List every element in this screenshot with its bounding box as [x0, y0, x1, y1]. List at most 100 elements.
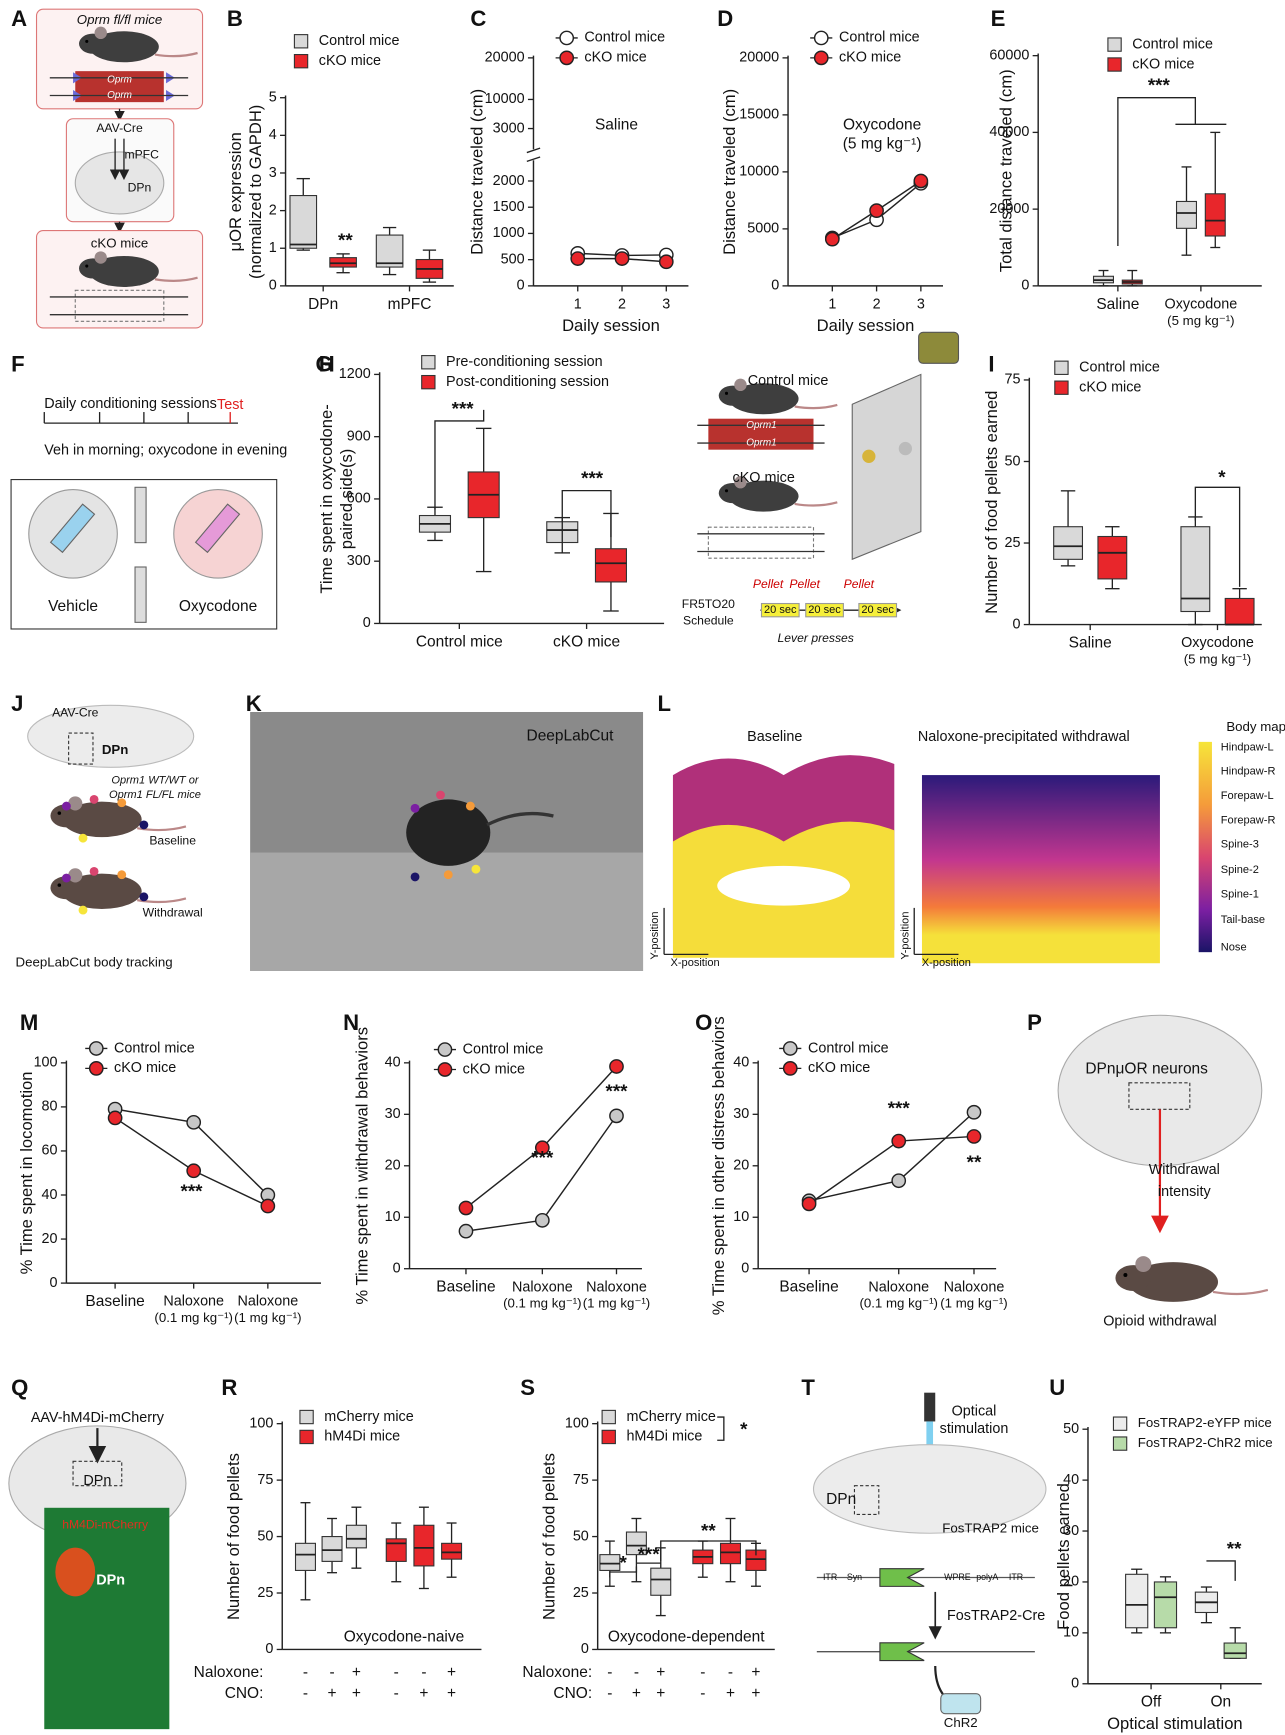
x-tick-label: mPFC [388, 296, 432, 313]
y-tick-label: 500 [501, 251, 525, 267]
diagram-label: Veh in morning; oxycodone in evening [44, 443, 287, 459]
annotation: Oxycodone-dependent [608, 1628, 765, 1645]
x-tick-label: (5 mg kg⁻¹) [1184, 651, 1251, 666]
panel-label: N [343, 1010, 359, 1035]
row-label: Naloxone: [194, 1664, 264, 1681]
box [599, 1554, 621, 1571]
mouse-eye [57, 883, 62, 887]
box [1175, 200, 1198, 229]
shape [44, 1507, 170, 1730]
diagram-label: Syn [847, 1572, 862, 1582]
x-tick-label: (0.1 mg kg⁻¹) [859, 1296, 938, 1311]
box [375, 234, 404, 268]
legend-marker [437, 1062, 453, 1077]
legend-label: cKO mice [1079, 379, 1141, 395]
diagram-label: 20 sec [808, 604, 841, 616]
legend-label: cKO mice [584, 50, 646, 66]
box [345, 1524, 367, 1549]
legend-marker [299, 1429, 314, 1445]
annotation: Oxycodone [843, 116, 921, 133]
data-point [891, 1173, 907, 1189]
diagram-label: cKO mice [91, 235, 149, 250]
panel-label: F [11, 351, 25, 376]
y-tick-label: 10 [733, 1209, 749, 1225]
row-label: Naloxone: [522, 1664, 592, 1681]
shape [708, 418, 814, 450]
data-point [966, 1129, 982, 1144]
legend-marker [601, 1409, 616, 1425]
data-point [658, 254, 674, 270]
row-value: - [634, 1664, 639, 1681]
row-value: - [700, 1685, 705, 1702]
y-tick-label: 3000 [493, 120, 525, 136]
x-tick-label: Saline [1096, 296, 1139, 313]
legend-label: hM4Di mice [324, 1429, 400, 1445]
y-tick-label: 20000 [739, 50, 779, 66]
y-tick-label: 20 [42, 1231, 58, 1247]
row-value: + [751, 1664, 760, 1681]
diagram-label: Naloxone-precipitated withdrawal [918, 729, 1130, 745]
data-point [458, 1223, 474, 1239]
shape [858, 602, 898, 618]
panel-label: D [717, 6, 733, 31]
legend-label: cKO mice [319, 53, 381, 69]
y-tick-label: 20 [1063, 1574, 1079, 1590]
shape [436, 790, 445, 800]
row-value: + [328, 1685, 337, 1702]
shape [921, 775, 1160, 964]
diagram-label: Pellet [753, 577, 784, 591]
x-axis-label: Optical stimulation [1107, 1714, 1243, 1733]
shape [55, 1547, 96, 1597]
mouse-tail [1212, 1288, 1269, 1296]
row-value: - [303, 1664, 308, 1681]
significance-bracket [1194, 486, 1241, 587]
box [1097, 535, 1128, 580]
significance-bracket [434, 409, 485, 510]
y-tick-label: 75 [1004, 372, 1020, 388]
annotation: (5 mg kg⁻¹) [843, 135, 922, 152]
panel-label: I [988, 351, 994, 376]
legend-marker [88, 1061, 104, 1076]
x-tick-label: Saline [1069, 634, 1112, 651]
mouse-eye [1123, 1273, 1128, 1278]
y-tick-label: 3 [269, 165, 277, 181]
legend-marker [437, 1042, 453, 1057]
panel-label: M [20, 1010, 38, 1035]
y-tick-label: 75 [573, 1472, 589, 1488]
diagram-label: Hindpaw-L [1221, 741, 1274, 753]
panel-label: A [11, 6, 27, 31]
x-axis-label: Daily session [562, 316, 660, 335]
box [1204, 193, 1226, 237]
y-tick-label: 20 [733, 1158, 749, 1174]
panel-label: L [657, 691, 671, 716]
diagram-label: Nose [1221, 942, 1247, 954]
mouse-body [89, 31, 159, 63]
row-value: - [394, 1685, 399, 1702]
y-tick-label: 30 [733, 1106, 749, 1122]
legend-marker [293, 53, 309, 69]
legend-label: mCherry mice [626, 1409, 715, 1425]
box [1180, 526, 1211, 613]
significance-label: *** [638, 1543, 661, 1564]
diagram-label: DPn [83, 1473, 111, 1489]
row-value: + [656, 1685, 665, 1702]
y-tick-label: 1200 [339, 366, 371, 382]
diagram-label: Baseline [149, 834, 196, 848]
box [1125, 1573, 1149, 1629]
mouse-ear [68, 796, 83, 811]
series-line [465, 1065, 618, 1209]
mouse-tail [794, 403, 838, 410]
mouse-body [61, 801, 142, 838]
row-value: - [394, 1664, 399, 1681]
y-tick-label: 25 [573, 1585, 589, 1601]
diagram-label: 20 sec [861, 604, 894, 616]
legend-marker [1107, 57, 1122, 72]
y-tick-label: 4 [269, 127, 277, 143]
y-tick-label: 25 [1004, 535, 1020, 551]
significance-label: *** [531, 1147, 554, 1168]
y-axis-label: Number of food pellets [539, 1453, 558, 1620]
legend-label: Control mice [463, 1041, 544, 1057]
y-axis-label: Food pellets earned [1054, 1483, 1073, 1630]
panel-label: E [991, 6, 1006, 31]
y-tick-label: 0 [517, 278, 525, 294]
